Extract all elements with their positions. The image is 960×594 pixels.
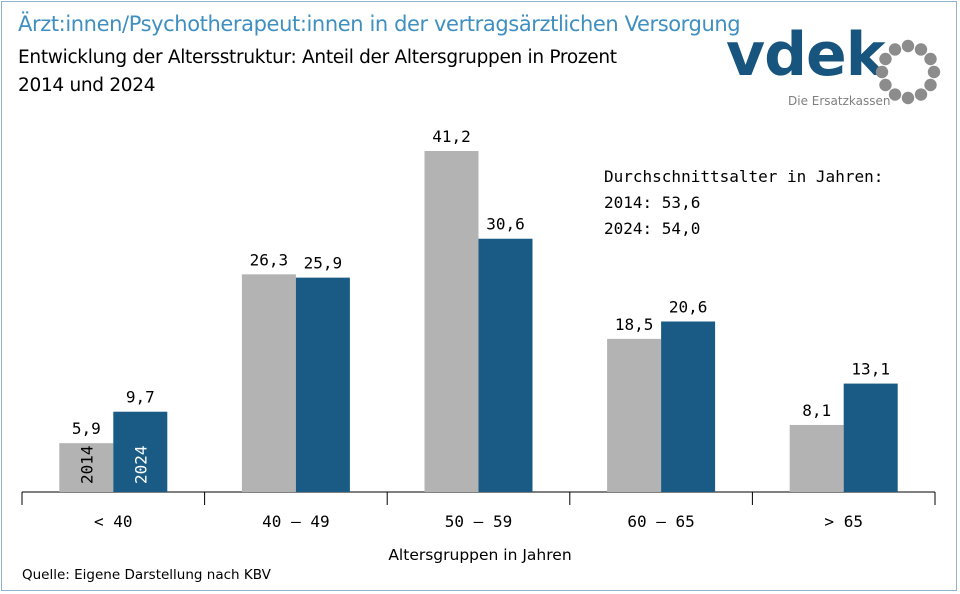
data-label-2014-2: 26,3 (250, 250, 289, 269)
logo-ring-dot (914, 88, 928, 101)
logo-ring-dot (901, 39, 915, 53)
logo-ring-dot (879, 52, 892, 66)
bar-2014-4 (607, 338, 662, 492)
data-label-2014-5: 8,1 (802, 401, 831, 420)
x-axis-title: Altersgruppen in Jahren (388, 546, 571, 564)
bar-2024-1 (113, 411, 168, 492)
data-label-2014-1: 5,9 (72, 419, 101, 438)
logo-wordmark: vdek (726, 20, 886, 90)
average-age-2014: 2014: 53,6 (604, 193, 701, 212)
logo-ring-dot (927, 65, 941, 79)
category-label-1: < 40 (94, 512, 133, 531)
logo-ring-dot (888, 88, 902, 101)
vdek-logo: vdek Die Ersatzkassen (724, 20, 954, 116)
category-label-2: 40 – 49 (262, 512, 329, 531)
data-label-2024-2: 25,9 (304, 254, 343, 273)
chart-title: Ärzt:innen/Psychotherapeut:innen in der … (18, 12, 741, 36)
subtitle-line-1: Entwicklung der Altersstruktur: Anteil d… (18, 47, 617, 68)
bar-2024-5 (843, 383, 898, 492)
bar-2014-5 (789, 424, 844, 492)
category-label-5: > 65 (824, 512, 863, 531)
logo-ring-dot (924, 78, 937, 92)
logo-ring-dot (901, 91, 915, 105)
subtitle-line-2: 2014 und 2024 (18, 75, 156, 96)
bar-2014-2 (241, 274, 296, 492)
bar-2014-1 (59, 443, 114, 492)
source-note: Quelle: Eigene Darstellung nach KBV (22, 567, 271, 583)
data-label-2024-4: 20,6 (669, 298, 708, 317)
bar-2024-2 (295, 277, 350, 492)
data-label-2014-4: 18,5 (615, 315, 654, 334)
legend-2024: 2024 (131, 445, 150, 484)
logo-ring-dot (924, 52, 937, 66)
data-label-2024-5: 13,1 (851, 360, 890, 379)
chart-subtitle: Entwicklung der Altersstruktur: Anteil d… (18, 44, 617, 100)
data-label-2024-1: 9,7 (126, 388, 155, 407)
bar-2014-3 (424, 151, 479, 492)
logo-ring-icon (875, 39, 941, 105)
logo-ring-dot (888, 43, 902, 56)
category-label-4: 60 – 65 (627, 512, 694, 531)
bar-2024-3 (478, 238, 533, 492)
logo-ring-dot (914, 43, 928, 56)
logo-tagline: Die Ersatzkassen (788, 94, 891, 108)
logo-ring-dot (879, 78, 892, 92)
data-label-2024-3: 30,6 (486, 215, 525, 234)
logo-ring-dot (875, 65, 889, 79)
data-label-2014-3: 41,2 (432, 127, 471, 146)
bar-2024-4 (661, 321, 716, 492)
average-age-2024: 2024: 54,0 (604, 219, 701, 238)
average-age-heading: Durchschnittsalter in Jahren: (604, 167, 884, 186)
legend-2014: 2014 (77, 445, 96, 484)
category-label-3: 50 – 59 (445, 512, 512, 531)
average-age-annotation: Durchschnittsalter in Jahren: 2014: 53,6… (604, 164, 883, 242)
